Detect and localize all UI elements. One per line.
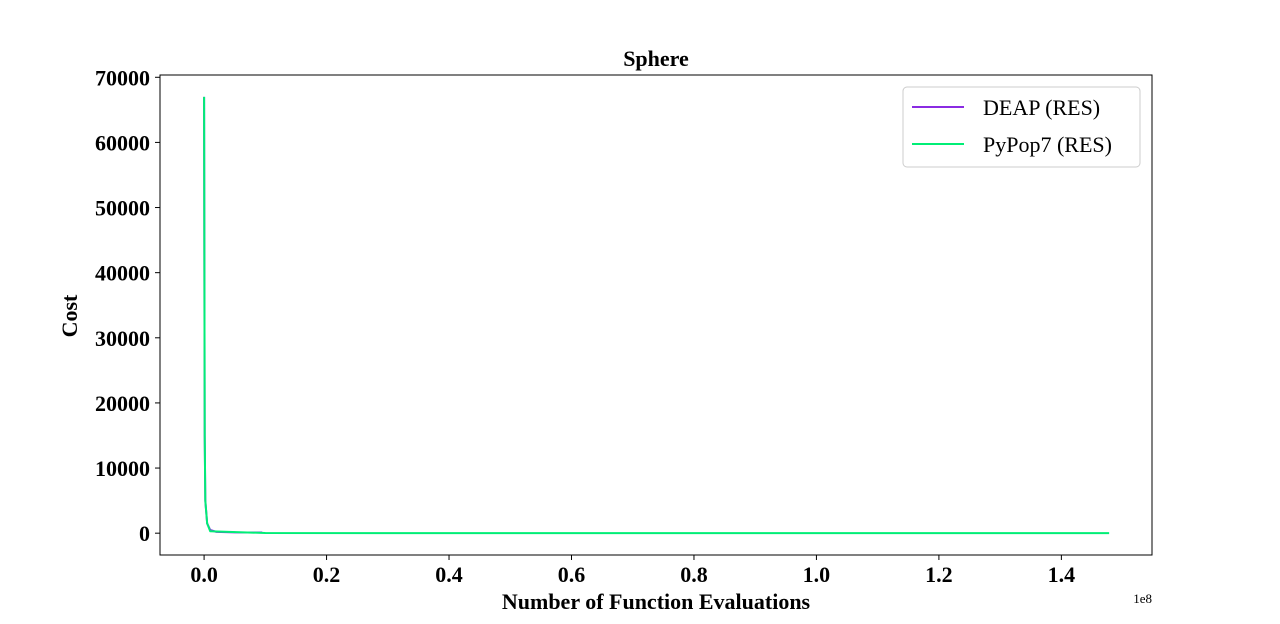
x-tick-label: 1.4 xyxy=(1048,562,1076,587)
series-line-pypop7-res xyxy=(203,96,1110,535)
legend-label-pypop7: PyPop7 (RES) xyxy=(983,132,1112,157)
legend-label-deap: DEAP (RES) xyxy=(983,95,1100,120)
plot-frame xyxy=(159,74,1153,556)
chart-title: Sphere xyxy=(623,46,689,71)
x-tick-label: 0.6 xyxy=(558,562,586,587)
y-tick-label: 60000 xyxy=(95,130,150,155)
x-tick-label: 0.4 xyxy=(435,562,463,587)
y-tick-label: 0 xyxy=(139,521,150,546)
y-tick-label: 40000 xyxy=(95,261,150,286)
x-axis-ticks: 0.0 0.2 0.4 0.6 0.8 1.0 1.2 1.4 xyxy=(190,555,1075,587)
series-line-deap-res xyxy=(203,96,263,534)
y-axis-ticks: 0 10000 20000 30000 40000 50000 60000 70000 xyxy=(95,65,160,546)
x-tick-label: 1.2 xyxy=(925,562,953,587)
x-axis-offset-label: 1e8 xyxy=(1133,591,1152,606)
x-tick-label: 0.2 xyxy=(313,562,341,587)
y-tick-label: 50000 xyxy=(95,196,150,221)
series-lines xyxy=(203,96,1110,535)
x-tick-label: 0.8 xyxy=(680,562,708,587)
y-tick-label: 20000 xyxy=(95,391,150,416)
x-tick-label: 0.0 xyxy=(190,562,218,587)
y-tick-label: 30000 xyxy=(95,326,150,351)
y-tick-label: 70000 xyxy=(95,65,150,90)
x-axis-label: Number of Function Evaluations xyxy=(502,589,811,614)
y-tick-label: 10000 xyxy=(95,456,150,481)
legend: DEAP (RES) PyPop7 (RES) xyxy=(902,86,1141,168)
x-tick-label: 1.0 xyxy=(803,562,831,587)
y-axis-label: Cost xyxy=(57,294,82,337)
